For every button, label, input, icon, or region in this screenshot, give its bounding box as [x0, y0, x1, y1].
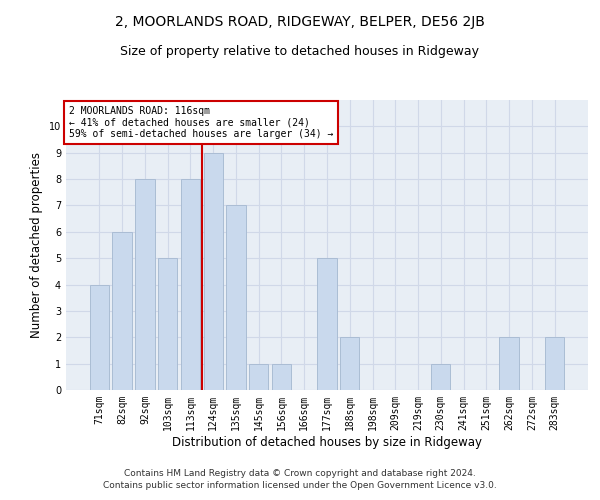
Bar	[181, 179, 200, 390]
X-axis label: Distribution of detached houses by size in Ridgeway: Distribution of detached houses by size …	[172, 436, 482, 448]
Bar	[340, 338, 359, 390]
Text: Contains HM Land Registry data © Crown copyright and database right 2024.
Contai: Contains HM Land Registry data © Crown c…	[103, 468, 497, 490]
Bar	[90, 284, 109, 390]
Bar	[112, 232, 132, 390]
Bar	[135, 179, 155, 390]
Bar	[545, 338, 564, 390]
Bar	[431, 364, 451, 390]
Y-axis label: Number of detached properties: Number of detached properties	[31, 152, 43, 338]
Bar	[249, 364, 268, 390]
Text: Size of property relative to detached houses in Ridgeway: Size of property relative to detached ho…	[121, 45, 479, 58]
Bar	[317, 258, 337, 390]
Text: 2 MOORLANDS ROAD: 116sqm
← 41% of detached houses are smaller (24)
59% of semi-d: 2 MOORLANDS ROAD: 116sqm ← 41% of detach…	[68, 106, 333, 139]
Text: 2, MOORLANDS ROAD, RIDGEWAY, BELPER, DE56 2JB: 2, MOORLANDS ROAD, RIDGEWAY, BELPER, DE5…	[115, 15, 485, 29]
Bar	[203, 152, 223, 390]
Bar	[272, 364, 291, 390]
Bar	[158, 258, 178, 390]
Bar	[226, 206, 245, 390]
Bar	[499, 338, 519, 390]
